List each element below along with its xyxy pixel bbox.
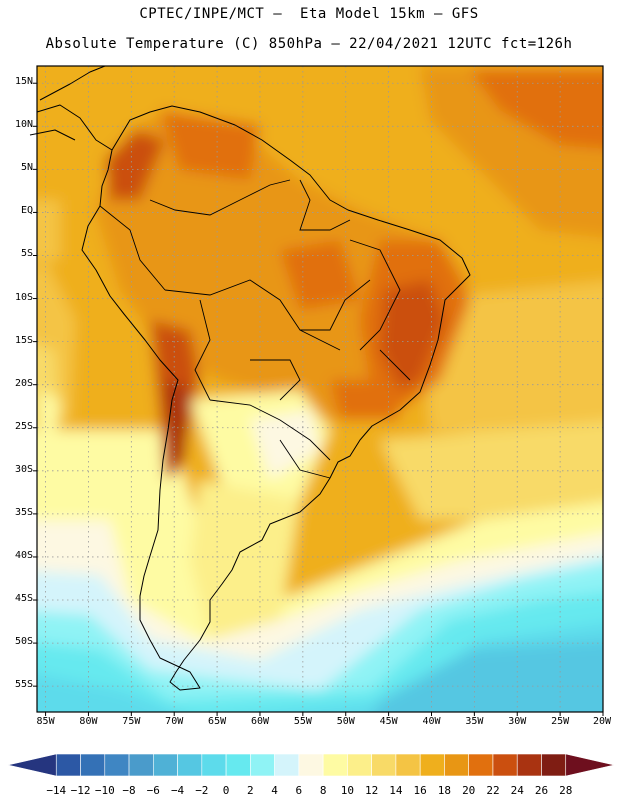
colorbar-label: 12 (365, 784, 379, 797)
longitude-label: 50W (336, 716, 355, 727)
longitude-label: 65W (208, 716, 227, 727)
colorbar-swatch (347, 753, 372, 777)
longitude-label: 75W (122, 716, 141, 727)
colorbar-label: 10 (340, 784, 355, 797)
colorbar-label: −8 (122, 784, 136, 797)
latitude-label: 45S (14, 593, 33, 605)
colorbar-swatch (201, 753, 227, 777)
latitude-label: 40S (14, 549, 33, 561)
longitude-label: 40W (422, 716, 441, 727)
colorbar-label: 6 (295, 784, 303, 797)
colorbar-swatch (492, 753, 518, 777)
colorbar-label: −6 (146, 784, 160, 797)
colorbar-label: −10 (94, 784, 115, 797)
map-title: CPTEC/INPE/MCT – Eta Model 15km – GFS (139, 6, 479, 22)
colorbar-label: 2 (247, 784, 254, 797)
longitude-label: 60W (250, 716, 269, 727)
colorbar-swatch (104, 753, 130, 777)
country-borders (99, 179, 411, 479)
colorbar-swatch (444, 753, 469, 777)
colorbar-swatch (250, 753, 275, 777)
colorbar-swatch (80, 753, 106, 777)
latitude-label: 25S (14, 420, 33, 432)
colorbar-swatch (565, 753, 615, 777)
latitude-label: 55S (14, 679, 33, 691)
colorbar-label: 8 (319, 784, 327, 797)
longitude-label: 85W (36, 716, 55, 727)
colorbar-label: 20 (462, 784, 476, 797)
longitude-label: 45W (379, 716, 398, 727)
colorbar-label: 22 (486, 784, 500, 797)
longitude-label: 25W (551, 716, 570, 727)
colorbar-label: 24 (510, 784, 524, 797)
colorbar-swatch (322, 753, 348, 777)
colorbar-swatch (395, 753, 421, 777)
latitude-label: 5N (20, 162, 33, 174)
colorbar-label: 28 (559, 784, 573, 797)
colorbar-label: 4 (271, 784, 278, 797)
colorbar-label: 18 (437, 784, 452, 797)
colorbar-swatch (371, 753, 397, 777)
colorbar-swatch (128, 753, 154, 777)
colorbar-swatch (177, 753, 203, 777)
latitude-label: 15N (14, 76, 33, 88)
colorbar-label: −12 (70, 784, 91, 797)
latitude-label: 30S (14, 463, 33, 475)
longitude-label: 55W (293, 716, 312, 727)
colorbar-label: −14 (46, 784, 67, 797)
colorbar-label: −2 (195, 784, 209, 797)
map-subtitle: Absolute Temperature (C) 850hPa – 22/04/… (45, 36, 573, 52)
colorbar-swatch (153, 753, 178, 777)
colorbar-swatch (516, 753, 542, 777)
map-border (36, 65, 604, 713)
longitude-label: 80W (79, 716, 98, 727)
colorbar-label: 26 (534, 784, 549, 797)
colorbar-swatch (225, 753, 251, 777)
colorbar-label: −4 (170, 784, 185, 797)
latitude-label: 20S (14, 377, 33, 389)
colorbar-label: 0 (222, 784, 230, 797)
colorbar-swatch (468, 753, 494, 777)
temperature-field (37, 66, 603, 712)
latitude-label: 15S (14, 334, 33, 346)
colorbar-swatch (274, 753, 300, 777)
latitude-label: 10N (14, 119, 33, 131)
colorbar-swatch (419, 753, 445, 777)
colorbar-swatch (541, 753, 567, 777)
latitude-label: 35S (14, 506, 33, 518)
latitude-label: 5S (20, 248, 33, 260)
longitude-label: 30W (508, 716, 527, 727)
colorbar-swatch (7, 753, 57, 777)
longitude-label: 20W (592, 716, 612, 727)
colorbar-label: 16 (413, 784, 427, 797)
colorbar-swatch (298, 753, 324, 777)
coastline (29, 65, 471, 691)
longitude-label: 70W (165, 716, 184, 727)
latitude-label: 50S (14, 636, 33, 648)
colorbar-label: 14 (389, 784, 403, 797)
latitude-label: 10S (14, 291, 33, 303)
colorbar-swatch (55, 753, 81, 777)
longitude-label: 35W (465, 716, 484, 727)
colorbar (7, 753, 615, 777)
temperature-map (29, 65, 604, 716)
latitude-label: EQ (20, 205, 33, 217)
